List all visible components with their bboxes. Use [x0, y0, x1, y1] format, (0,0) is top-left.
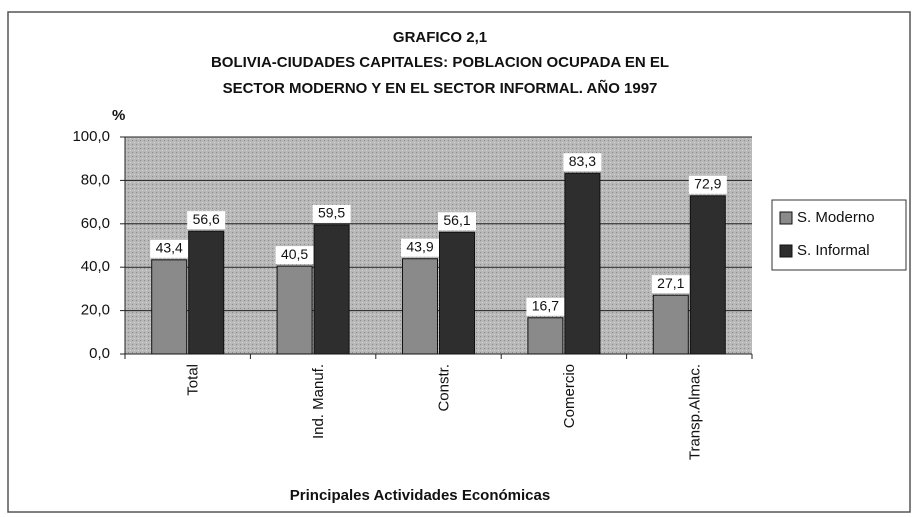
bar	[276, 265, 313, 355]
value-label-bg	[401, 238, 439, 257]
value-label: 43,9	[406, 238, 433, 254]
bar	[527, 317, 564, 355]
value-label: 83,3	[569, 153, 596, 169]
bar	[689, 195, 726, 355]
x-tick-label: Total	[185, 364, 202, 396]
value-label-bg	[526, 297, 565, 316]
x-tick-label: Ind. Manuf.	[310, 364, 327, 439]
bar	[402, 258, 438, 355]
legend-label: S. Informal	[797, 242, 870, 259]
value-label: 56,1	[443, 212, 470, 228]
value-label: 40,5	[281, 246, 308, 262]
legend-swatch	[779, 211, 793, 225]
x-tick-label: Constr.	[435, 364, 452, 412]
value-label-bg	[651, 275, 690, 294]
value-label-bg	[312, 204, 351, 223]
chart-title: GRAFICO 2,1	[393, 29, 487, 46]
y-tick-label: 80,0	[81, 171, 110, 188]
value-label-bg	[275, 246, 314, 265]
value-label: 59,5	[318, 205, 345, 221]
legend-label: S. Moderno	[797, 209, 875, 226]
x-axis-label: Principales Actividades Económicas	[290, 487, 550, 504]
bar	[188, 230, 225, 355]
legend-box	[771, 199, 907, 271]
y-tick-label: 60,0	[81, 215, 110, 232]
x-tick-label: Comercio	[561, 364, 578, 428]
value-label-bg	[187, 211, 226, 230]
value-label: 56,6	[193, 211, 220, 227]
bar	[151, 259, 188, 355]
value-label: 27,1	[657, 275, 684, 291]
y-axis-label: %	[112, 107, 125, 124]
bar	[652, 294, 689, 355]
value-label-bg	[150, 239, 189, 258]
bar	[564, 172, 601, 355]
y-tick-label: 20,0	[81, 302, 110, 319]
value-label: 72,9	[694, 176, 721, 192]
bar	[439, 231, 475, 355]
x-tick-label: Transp.Almac.	[686, 364, 703, 460]
y-tick-label: 100,0	[72, 128, 110, 145]
chart-title: SECTOR MODERNO Y EN EL SECTOR INFORMAL. …	[223, 79, 658, 97]
bar	[313, 224, 350, 355]
value-label-bg	[563, 153, 602, 172]
value-label-bg	[438, 212, 476, 231]
chart-title: BOLIVIA-CIUDADES CAPITALES: POBLACION OC…	[211, 54, 669, 71]
chart-frame	[7, 11, 911, 513]
legend-swatch	[779, 244, 793, 258]
value-label: 43,4	[156, 240, 183, 256]
value-label: 16,7	[532, 297, 559, 313]
value-label-bg	[688, 175, 727, 194]
y-tick-label: 40,0	[81, 258, 110, 275]
y-tick-label: 0,0	[89, 345, 110, 362]
